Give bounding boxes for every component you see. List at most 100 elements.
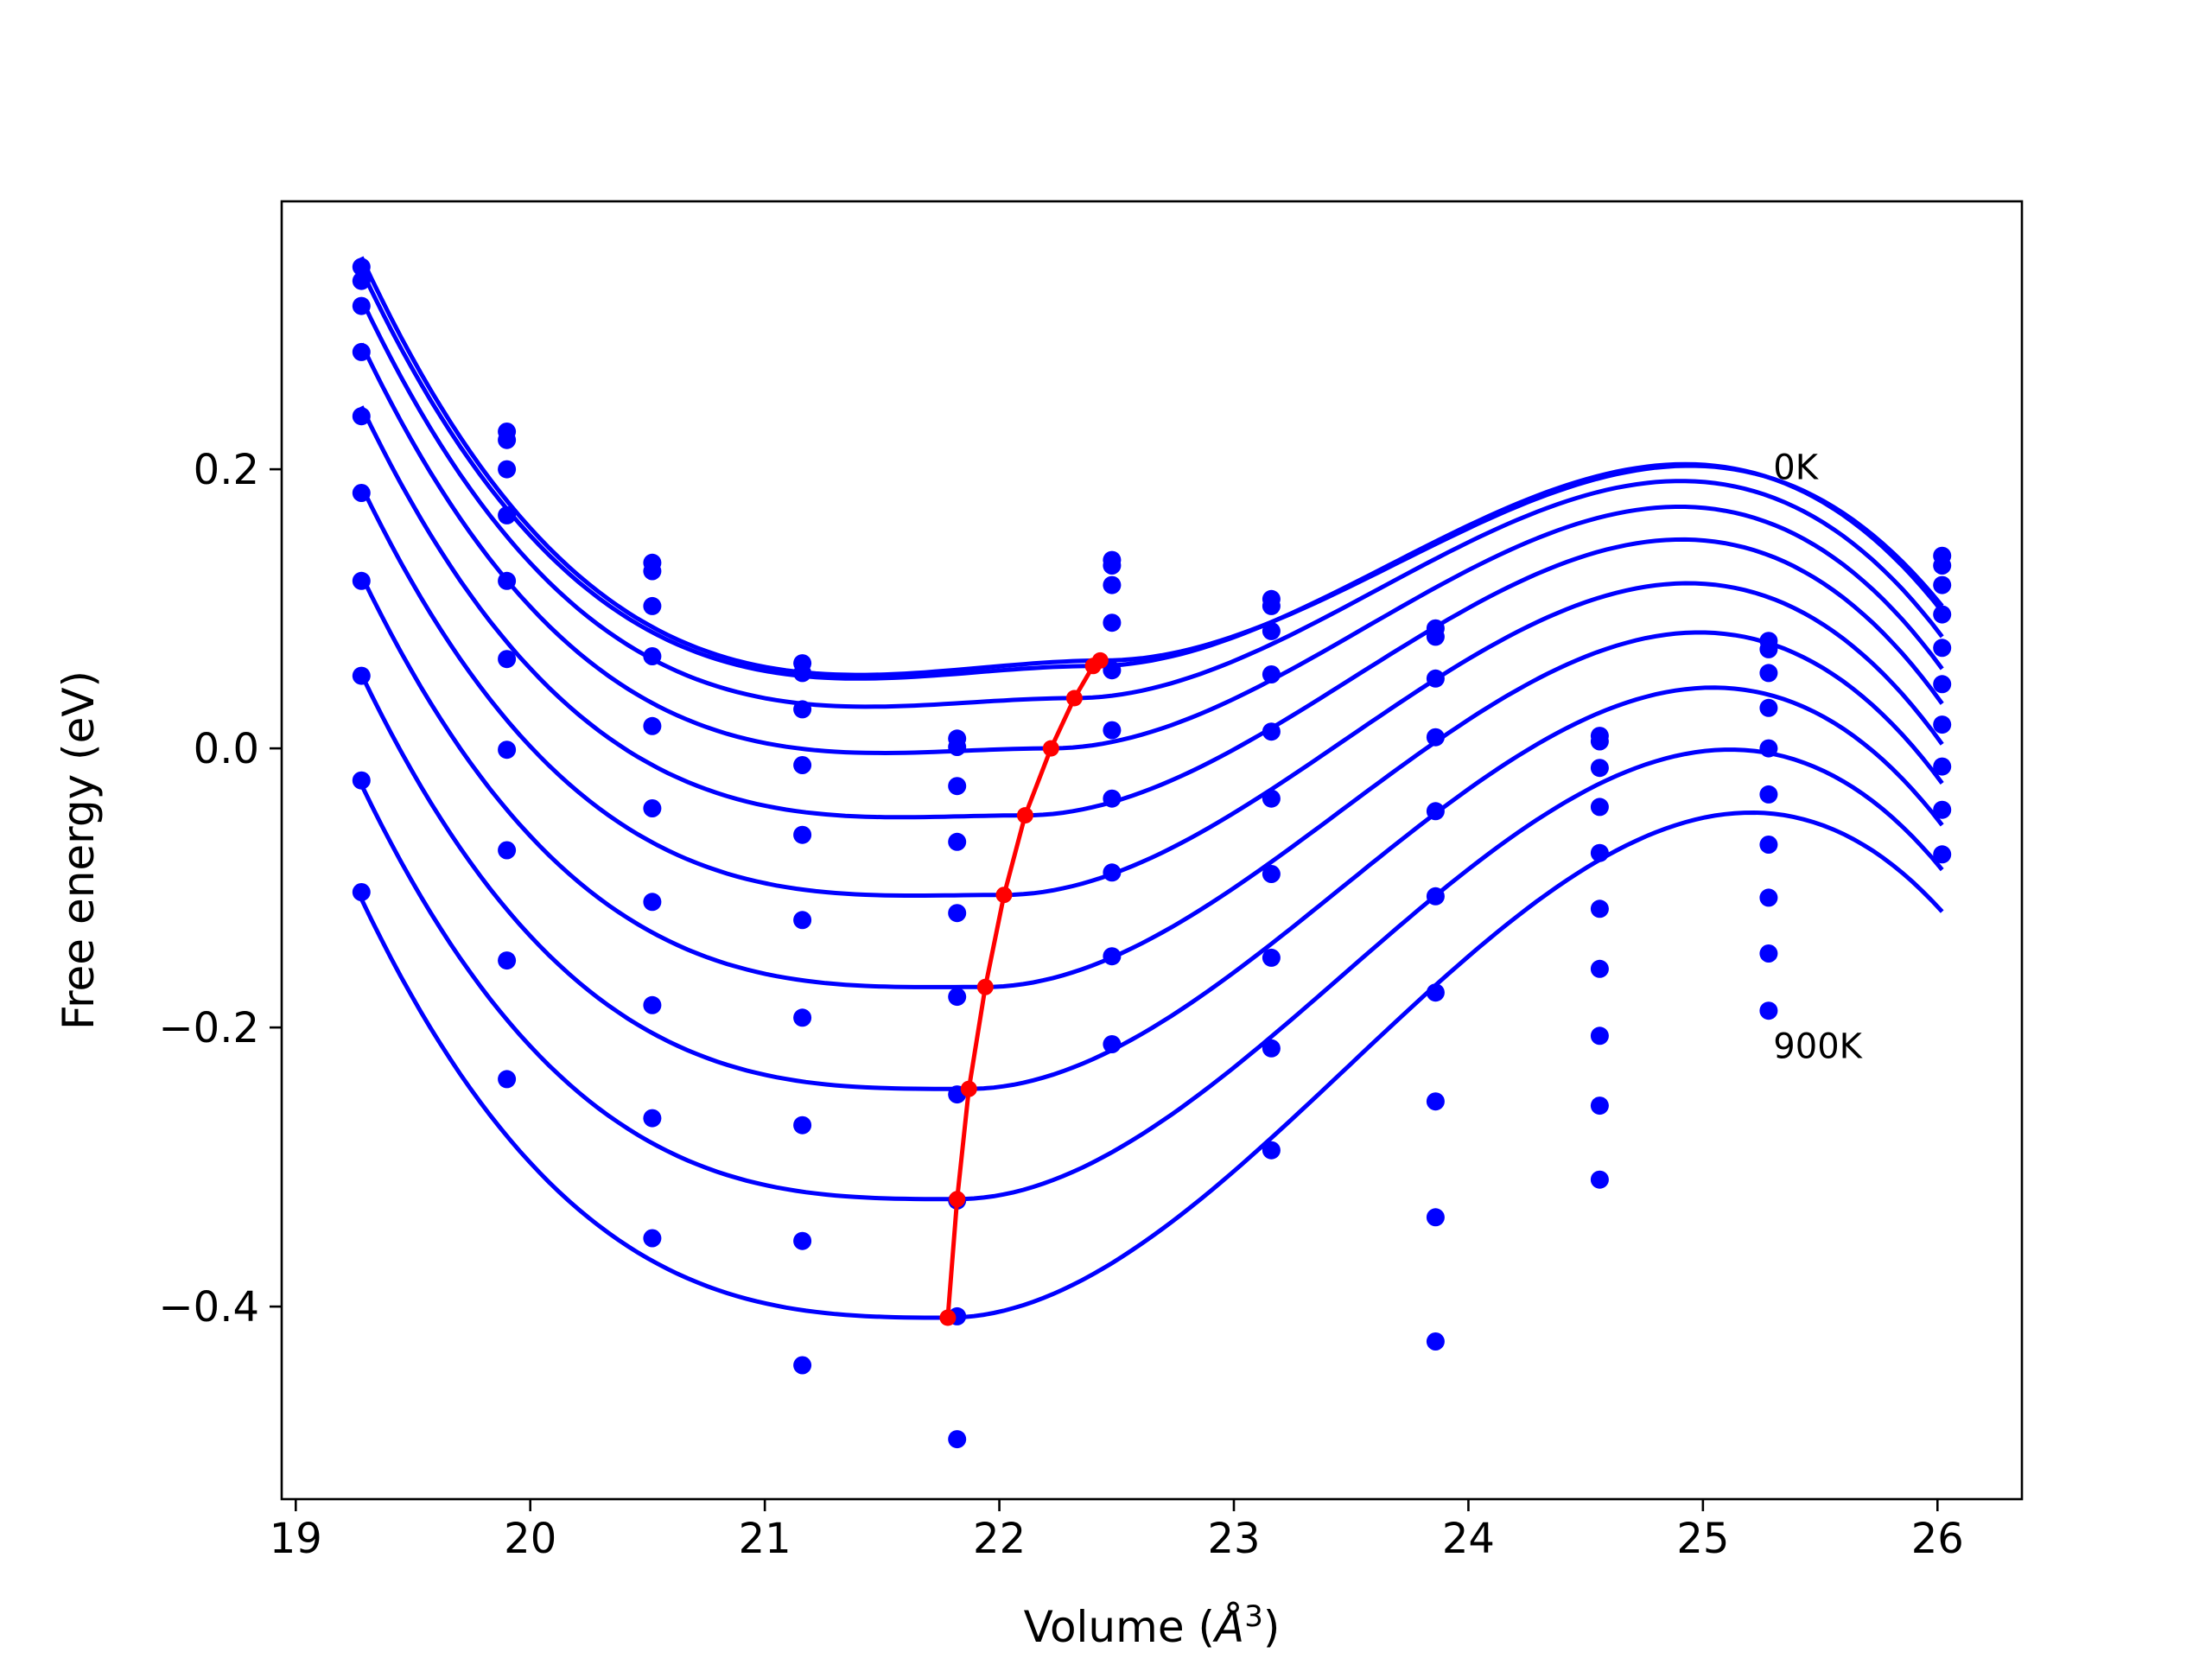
- x-tick-label-21: 21: [739, 1515, 791, 1563]
- fit-curve-6: [359, 574, 1944, 989]
- fit-curve-9: [359, 810, 1944, 1320]
- equilibrium-point-7: [960, 1080, 977, 1097]
- data-point-92: [1759, 664, 1778, 683]
- data-point-1: [352, 271, 371, 290]
- axis-ticks-layer: 19 20 21 22 23 24 25 26 −0.4 −0.2 0.0 0.2: [158, 446, 1963, 1563]
- x-tick-label-20: 20: [504, 1515, 556, 1563]
- data-point-96: [1759, 836, 1778, 854]
- data-point-28: [643, 1109, 662, 1128]
- equilibrium-line: [945, 658, 1102, 1319]
- data-point-21: [643, 562, 662, 581]
- equilibrium-point-3: [1042, 740, 1059, 757]
- fit-curve-1: [359, 269, 1944, 681]
- fit-curve-4: [359, 405, 1944, 820]
- data-point-29: [643, 1229, 662, 1248]
- data-point-22: [643, 596, 662, 615]
- fit-curve-2: [359, 298, 1944, 709]
- equilibrium-point-2: [1065, 690, 1083, 707]
- data-point-27: [643, 995, 662, 1014]
- data-point-9: [352, 883, 371, 901]
- data-point-59: [1103, 1035, 1122, 1053]
- data-point-38: [793, 1231, 812, 1250]
- data-point-39: [793, 1356, 812, 1375]
- data-point-82: [1590, 759, 1609, 778]
- data-point-12: [498, 460, 517, 479]
- data-point-69: [1262, 1141, 1281, 1160]
- equilibrium-point-4: [1016, 807, 1033, 824]
- data-point-19: [498, 1070, 517, 1089]
- data-point-3: [352, 342, 371, 361]
- equilibrium-point-6: [976, 978, 994, 995]
- fit-curve-8: [359, 747, 1944, 1202]
- x-tick-label-23: 23: [1207, 1515, 1260, 1563]
- data-point-67: [1262, 948, 1281, 967]
- fit-curves-layer: [359, 256, 1944, 1320]
- data-point-2: [352, 296, 371, 315]
- data-point-106: [1933, 715, 1952, 734]
- data-point-104: [1933, 639, 1952, 658]
- data-point-98: [1759, 944, 1778, 963]
- x-axis-label: Volume (Å3): [1024, 1599, 1281, 1652]
- x-axis-label-unit: Å: [1212, 1602, 1244, 1652]
- data-point-16: [498, 741, 517, 760]
- y-tick-label-2: 0.0: [194, 725, 259, 773]
- data-point-61: [1262, 596, 1281, 615]
- data-point-54: [1103, 661, 1122, 680]
- data-point-7: [352, 666, 371, 685]
- data-point-97: [1759, 888, 1778, 907]
- data-point-108: [1933, 800, 1952, 819]
- data-point-0: [352, 257, 371, 276]
- y-tick-label-3: 0.2: [194, 446, 259, 494]
- data-point-44: [948, 904, 967, 923]
- x-tick-label-19: 19: [270, 1515, 322, 1563]
- data-point-6: [352, 571, 371, 590]
- data-point-14: [498, 571, 517, 590]
- data-point-43: [948, 832, 967, 851]
- data-point-53: [1103, 613, 1122, 632]
- data-point-84: [1590, 843, 1609, 862]
- data-point-94: [1759, 739, 1778, 758]
- data-point-79: [1426, 1332, 1445, 1351]
- fit-curve-5: [359, 485, 1944, 898]
- data-point-71: [1426, 627, 1445, 646]
- x-tick-label-25: 25: [1676, 1515, 1729, 1563]
- data-point-89: [1590, 1170, 1609, 1189]
- data-point-24: [643, 716, 662, 735]
- data-point-18: [498, 951, 517, 970]
- data-point-17: [498, 841, 517, 860]
- data-point-51: [1103, 556, 1122, 575]
- data-point-37: [793, 1116, 812, 1135]
- data-point-65: [1262, 789, 1281, 808]
- data-point-74: [1426, 802, 1445, 821]
- data-point-25: [643, 799, 662, 817]
- data-point-107: [1933, 757, 1952, 776]
- data-point-35: [793, 911, 812, 930]
- plot-frame: [280, 200, 2024, 1501]
- equilibrium-point-8: [949, 1191, 966, 1208]
- data-point-55: [1103, 721, 1122, 740]
- data-point-73: [1426, 728, 1445, 747]
- fit-curve-7: [359, 673, 1944, 1091]
- data-point-15: [498, 650, 517, 669]
- data-point-105: [1933, 675, 1952, 694]
- data-point-83: [1590, 798, 1609, 817]
- y-tick-label-1: −0.2: [158, 1004, 259, 1052]
- data-point-103: [1933, 605, 1952, 624]
- data-point-32: [793, 700, 812, 719]
- data-point-4: [352, 407, 371, 426]
- data-point-86: [1590, 959, 1609, 978]
- data-point-81: [1590, 732, 1609, 751]
- data-point-36: [793, 1008, 812, 1027]
- data-point-8: [352, 771, 371, 790]
- data-points-layer: [352, 257, 1952, 1449]
- x-tick-label-26: 26: [1911, 1515, 1964, 1563]
- data-point-26: [643, 893, 662, 912]
- data-point-58: [1103, 947, 1122, 966]
- x-axis-label-text: Volume (: [1024, 1602, 1215, 1652]
- data-point-11: [498, 430, 517, 449]
- data-point-13: [498, 505, 517, 524]
- x-tick-label-24: 24: [1442, 1515, 1495, 1563]
- data-point-64: [1262, 722, 1281, 741]
- data-point-85: [1590, 899, 1609, 918]
